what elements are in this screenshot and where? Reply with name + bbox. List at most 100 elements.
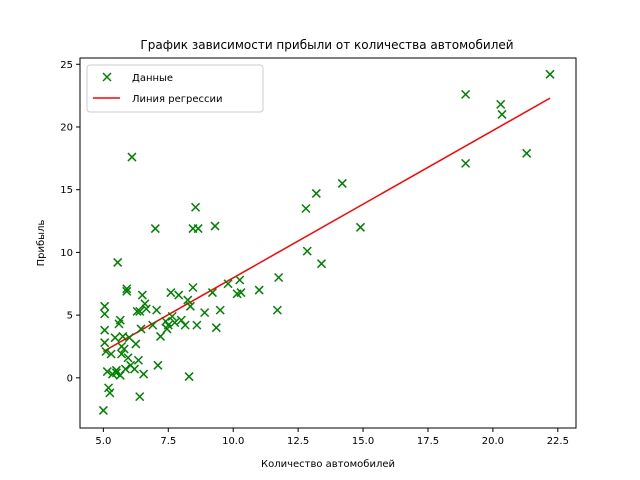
data-point-stroke-b xyxy=(117,349,127,359)
data-point xyxy=(117,349,127,359)
x-tick-label: 5.0 xyxy=(95,436,111,447)
data-point-stroke-b xyxy=(115,315,125,325)
axes-frame xyxy=(79,57,577,429)
data-point-stroke-b xyxy=(184,372,194,382)
x-tick-label: 20.0 xyxy=(482,436,504,447)
data-point xyxy=(135,392,145,402)
data-point-stroke-b xyxy=(113,257,123,267)
x-tick-label: 10.0 xyxy=(222,436,244,447)
data-point-stroke-b xyxy=(115,370,125,380)
data-point-stroke-b xyxy=(274,272,284,283)
x-tick-label: 15.0 xyxy=(352,436,374,447)
data-point-stroke-b xyxy=(153,360,163,370)
data-point-stroke-b xyxy=(141,304,151,314)
data-point-stroke-b xyxy=(192,320,202,330)
data-point xyxy=(167,311,177,321)
data-point xyxy=(152,305,162,315)
data-point xyxy=(119,344,129,354)
data-point xyxy=(122,286,132,296)
data-point-stroke-b xyxy=(105,388,115,398)
data-point-stroke-b xyxy=(152,305,162,315)
data-point-stroke-b xyxy=(235,275,245,285)
data-point xyxy=(461,89,471,99)
x-axis-ticks: 5.0 7.5 10.0 12.5 15.0 17.5 20.0 22.5 xyxy=(95,428,569,447)
data-point-stroke-b xyxy=(188,282,198,293)
data-point-stroke-b xyxy=(124,333,134,343)
data-point xyxy=(235,275,245,285)
data-point-stroke-b xyxy=(311,188,321,198)
data-point-stroke-b xyxy=(170,318,180,328)
y-tick-label: 25 xyxy=(60,60,73,71)
data-point-stroke-b xyxy=(150,224,160,234)
data-point xyxy=(174,290,184,300)
data-point xyxy=(102,367,112,377)
data-point-stroke-b xyxy=(522,148,532,158)
regression-line xyxy=(103,97,551,353)
x-tick-label: 7.5 xyxy=(160,436,176,447)
data-point xyxy=(111,368,121,378)
data-point xyxy=(223,279,233,289)
data-point xyxy=(188,282,198,293)
data-point xyxy=(207,288,217,298)
data-point-stroke-b xyxy=(130,364,140,374)
x-tick-label: 12.5 xyxy=(287,436,309,447)
data-point-layer xyxy=(98,69,555,415)
data-point-stroke-b xyxy=(120,364,130,374)
data-point-stroke-b xyxy=(123,353,133,363)
data-point-stroke-b xyxy=(102,367,112,377)
data-point xyxy=(236,288,246,298)
data-point-stroke-b xyxy=(163,320,173,330)
data-point-stroke-b xyxy=(136,324,146,334)
data-point-stroke-b xyxy=(98,405,108,415)
regression-line-layer xyxy=(103,97,551,353)
data-point xyxy=(153,360,163,370)
data-point xyxy=(180,320,190,330)
x-tick-label: 22.5 xyxy=(547,436,569,447)
y-tick-label: 0 xyxy=(67,373,73,384)
data-point xyxy=(163,320,173,330)
data-point xyxy=(100,338,110,348)
data-point-stroke-b xyxy=(119,344,129,354)
data-point-stroke-b xyxy=(122,284,132,294)
data-point-stroke-b xyxy=(100,338,110,348)
y-tick-label: 5 xyxy=(67,311,73,322)
data-point xyxy=(522,148,532,158)
data-point xyxy=(316,259,327,269)
data-point xyxy=(98,405,108,415)
y-tick-label: 15 xyxy=(60,185,73,196)
chart-title: График зависимости прибыли от количества… xyxy=(140,38,513,52)
data-point-stroke-b xyxy=(545,69,555,79)
data-point-stroke-b xyxy=(104,383,114,393)
data-point xyxy=(130,364,140,374)
data-point-stroke-b xyxy=(461,158,471,168)
data-point xyxy=(148,320,158,330)
data-point xyxy=(184,372,194,382)
y-tick-label: 10 xyxy=(60,248,73,259)
data-point-stroke-b xyxy=(135,306,145,316)
data-point-stroke-b xyxy=(193,224,203,234)
data-point xyxy=(131,339,141,349)
data-point xyxy=(496,99,506,109)
data-point-stroke-b xyxy=(127,152,137,162)
data-point-stroke-b xyxy=(132,306,142,316)
legend-scatter-marker xyxy=(102,72,112,82)
data-point xyxy=(133,355,143,365)
x-tick-label: 17.5 xyxy=(417,436,439,447)
legend: Данные Линия регрессии xyxy=(86,64,264,113)
data-point xyxy=(122,284,132,294)
data-point-stroke-b xyxy=(100,309,110,319)
data-point xyxy=(185,301,195,311)
data-point-stroke-b xyxy=(316,259,327,269)
data-point-stroke-b xyxy=(301,203,311,214)
data-point-stroke-b xyxy=(185,301,195,311)
data-point xyxy=(155,331,166,341)
data-point xyxy=(141,304,151,314)
data-point xyxy=(211,323,221,333)
data-point-stroke-b xyxy=(100,301,110,311)
data-point-stroke-b xyxy=(191,202,201,212)
data-point xyxy=(200,308,210,318)
data-point xyxy=(111,365,121,375)
data-point-stroke-b xyxy=(176,315,186,325)
data-point xyxy=(301,203,311,214)
data-point-stroke-b xyxy=(211,323,221,333)
